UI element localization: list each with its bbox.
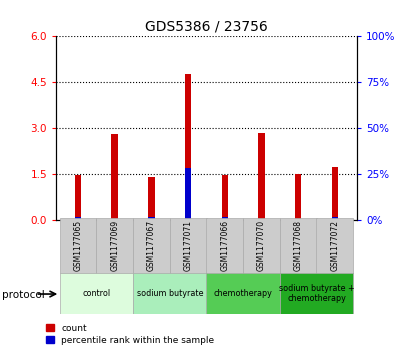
Text: protocol: protocol — [2, 290, 45, 300]
Text: GSM1177070: GSM1177070 — [257, 220, 266, 272]
Title: GDS5386 / 23756: GDS5386 / 23756 — [145, 20, 268, 34]
Bar — [148, 178, 155, 220]
Bar — [96, 218, 133, 274]
Bar — [258, 219, 265, 220]
Bar — [295, 174, 301, 220]
Bar — [148, 217, 155, 220]
Text: GSM1177071: GSM1177071 — [183, 220, 193, 272]
Bar — [317, 218, 353, 274]
Bar — [295, 219, 301, 220]
Text: GSM1177068: GSM1177068 — [294, 220, 303, 272]
Bar — [185, 74, 191, 220]
Bar — [112, 219, 118, 220]
Bar — [133, 273, 207, 314]
Text: control: control — [82, 289, 110, 298]
Text: GSM1177072: GSM1177072 — [330, 220, 339, 272]
Text: GSM1177067: GSM1177067 — [147, 220, 156, 272]
Legend: count, percentile rank within the sample: count, percentile rank within the sample — [46, 324, 215, 344]
Bar — [75, 217, 81, 220]
Text: GSM1177065: GSM1177065 — [73, 220, 83, 272]
Bar — [75, 175, 81, 220]
Bar — [206, 273, 280, 314]
Bar — [280, 218, 317, 274]
Bar — [206, 218, 243, 274]
Bar — [112, 134, 118, 220]
Text: GSM1177066: GSM1177066 — [220, 220, 229, 272]
Text: GSM1177069: GSM1177069 — [110, 220, 119, 272]
Bar — [133, 218, 170, 274]
Bar — [332, 167, 338, 220]
Bar — [222, 217, 228, 220]
Text: sodium butyrate +
chemotherapy: sodium butyrate + chemotherapy — [279, 284, 354, 303]
Bar — [222, 175, 228, 220]
Bar — [185, 168, 191, 220]
Bar — [280, 273, 353, 314]
Text: chemotherapy: chemotherapy — [214, 289, 273, 298]
Bar — [170, 218, 207, 274]
Bar — [60, 273, 133, 314]
Bar — [243, 218, 280, 274]
Text: sodium butyrate: sodium butyrate — [137, 289, 203, 298]
Bar — [332, 217, 338, 220]
Bar — [60, 218, 96, 274]
Bar — [258, 134, 265, 220]
